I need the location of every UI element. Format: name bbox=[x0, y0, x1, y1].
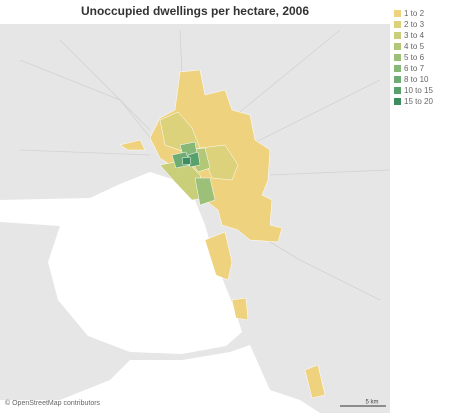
region bbox=[304, 364, 326, 399]
region bbox=[119, 139, 146, 151]
regions bbox=[119, 69, 326, 399]
legend-item: 6 to 7 bbox=[394, 63, 448, 74]
legend-label: 15 to 20 bbox=[404, 97, 433, 106]
map-title: Unoccupied dwellings per hectare, 2006 bbox=[81, 4, 309, 18]
region bbox=[181, 156, 192, 166]
legend-swatch bbox=[394, 87, 401, 94]
legend-label: 2 to 3 bbox=[404, 20, 425, 29]
legend-label: 4 to 5 bbox=[404, 42, 425, 51]
legend-swatch bbox=[394, 32, 401, 39]
legend-swatch bbox=[394, 54, 401, 61]
legend-item: 5 to 6 bbox=[394, 52, 448, 63]
legend-swatch bbox=[394, 10, 401, 17]
legend-item: 2 to 3 bbox=[394, 19, 448, 30]
legend-swatch bbox=[394, 98, 401, 105]
attribution: © OpenStreetMap contributors bbox=[5, 399, 101, 407]
map: Unoccupied dwellings per hectare, 2006 ©… bbox=[0, 0, 390, 413]
bay bbox=[0, 172, 320, 413]
legend-label: 6 to 7 bbox=[404, 64, 425, 73]
legend-swatch bbox=[394, 21, 401, 28]
legend-item: 4 to 5 bbox=[394, 41, 448, 52]
legend-swatch bbox=[394, 43, 401, 50]
legend-label: 8 to 10 bbox=[404, 75, 429, 84]
legend-item: 10 to 15 bbox=[394, 85, 448, 96]
region bbox=[194, 177, 216, 206]
legend-item: 15 to 20 bbox=[394, 96, 448, 107]
legend-label: 10 to 15 bbox=[404, 86, 433, 95]
legend-swatch bbox=[394, 65, 401, 72]
scale-label: 5 km bbox=[365, 400, 378, 406]
region bbox=[204, 231, 233, 281]
legend-label: 5 to 6 bbox=[404, 53, 425, 62]
legend-label: 1 to 2 bbox=[404, 9, 425, 18]
legend-item: 3 to 4 bbox=[394, 30, 448, 41]
legend-swatch bbox=[394, 76, 401, 83]
legend-item: 1 to 2 bbox=[394, 8, 448, 19]
title-band bbox=[0, 0, 390, 24]
region bbox=[199, 144, 239, 181]
region bbox=[231, 297, 249, 321]
legend: 1 to 2 2 to 3 3 to 4 4 to 5 5 to 6 6 to 7 8 to… bbox=[394, 8, 448, 107]
legend-label: 3 to 4 bbox=[404, 31, 425, 40]
legend-item: 8 to 10 bbox=[394, 74, 448, 85]
